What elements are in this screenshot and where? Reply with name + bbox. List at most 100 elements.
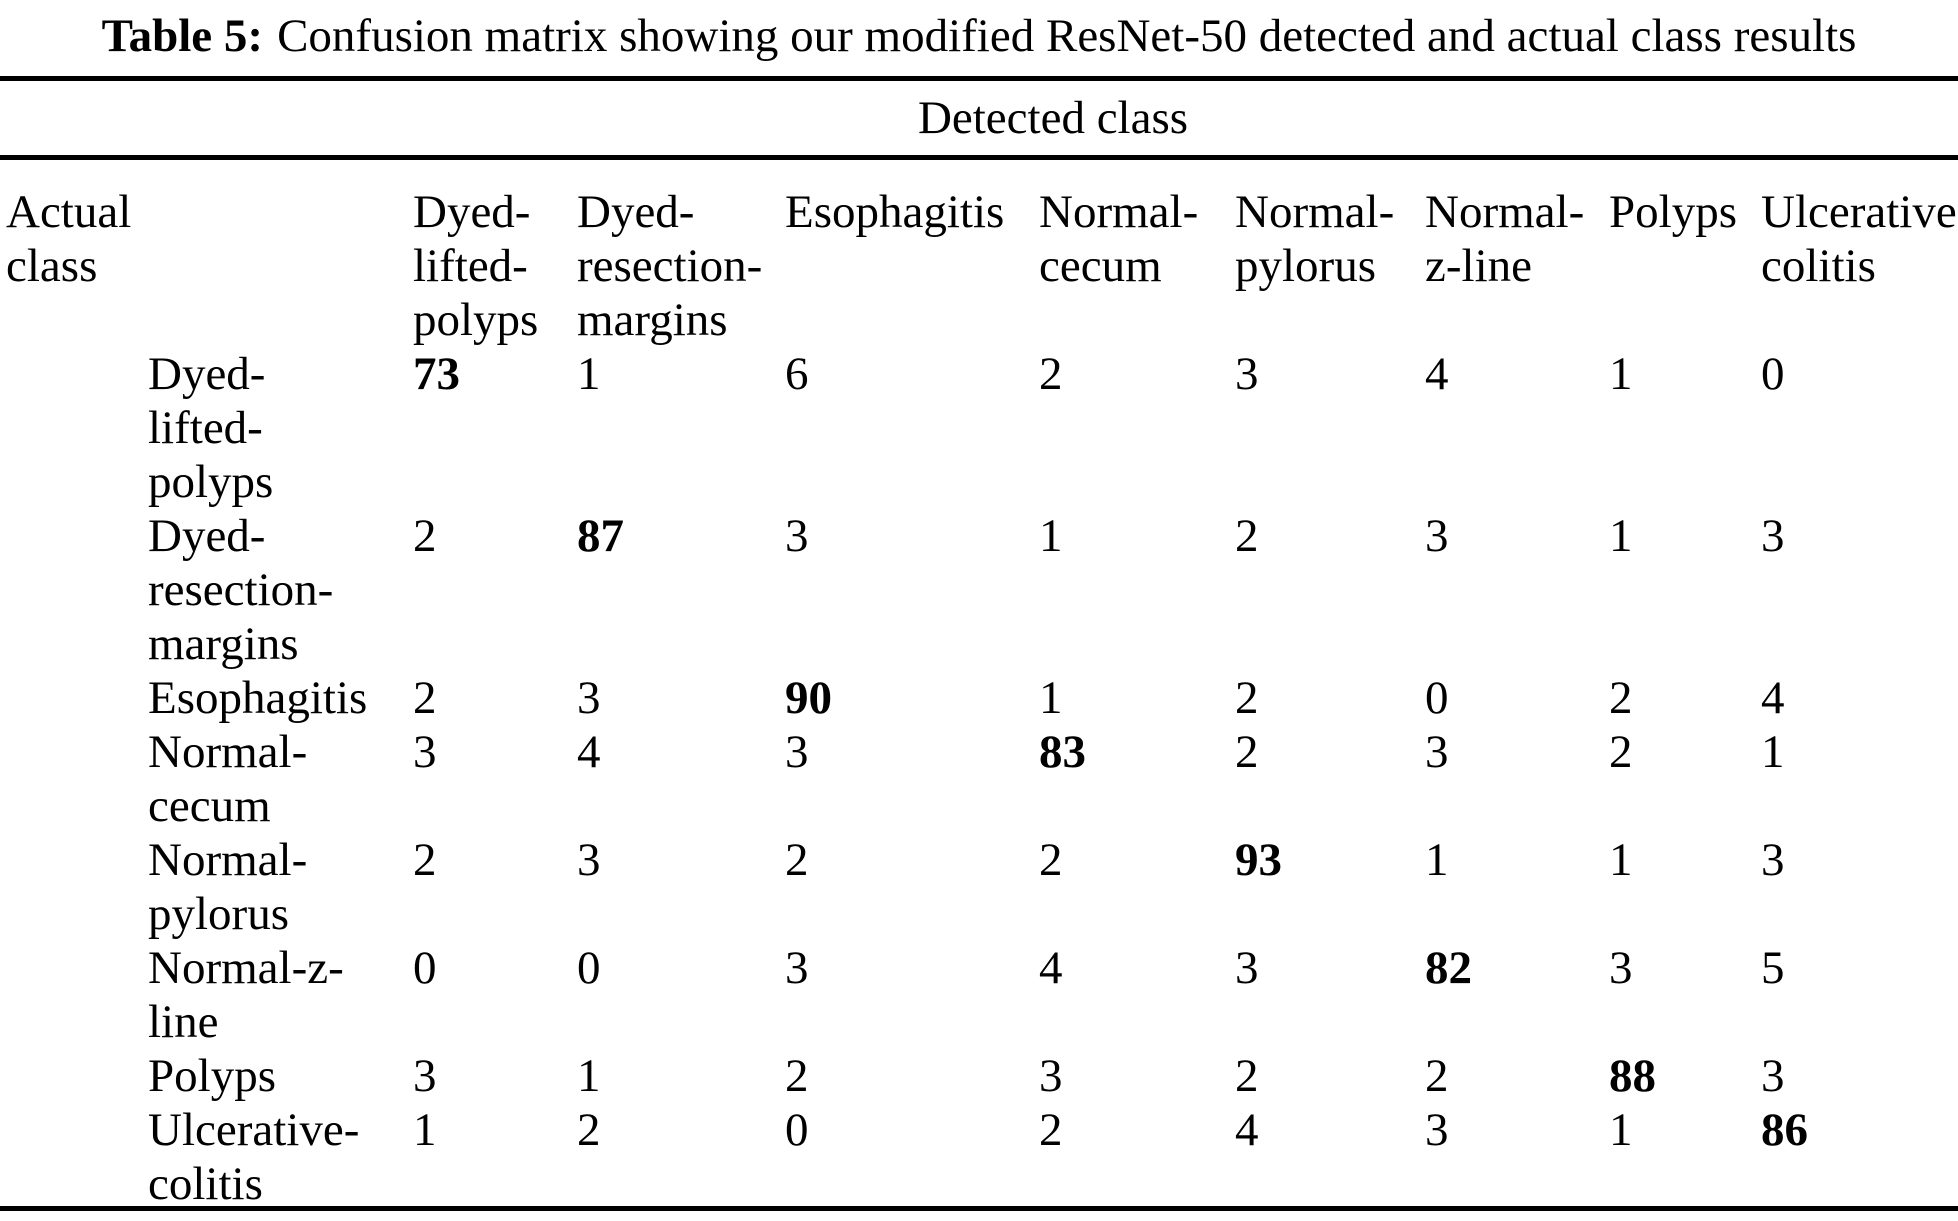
cell: 1	[413, 1104, 437, 1156]
cell: 90	[785, 672, 832, 724]
table-caption-number: Table 5:	[101, 10, 264, 62]
table-row-normal-pylorus: Normal- pylorus 2 3 2 2 93 1 1 3	[0, 833, 1958, 941]
cell: 2	[413, 834, 437, 886]
stub-spacer	[0, 833, 148, 941]
cell: 3	[1425, 726, 1449, 778]
cell: 3	[1609, 942, 1633, 994]
cell: 2	[1235, 510, 1259, 562]
stub-spacer	[0, 509, 148, 671]
cell: 3	[1235, 348, 1259, 400]
cell: 4	[1425, 348, 1449, 400]
cell: 2	[1609, 726, 1633, 778]
cell: 1	[577, 348, 601, 400]
cell: 3	[1425, 1104, 1449, 1156]
row-label: Polyps	[148, 1050, 276, 1102]
header-rule	[0, 155, 1958, 160]
column-header-esophagitis: Esophagitis	[785, 186, 1005, 238]
row-label: Normal-z- line	[148, 942, 344, 1048]
cell: 2	[1039, 834, 1063, 886]
cell: 4	[577, 726, 601, 778]
cell: 2	[785, 834, 809, 886]
cell: 73	[413, 348, 460, 400]
cell: 2	[1235, 726, 1259, 778]
bottom-rule	[0, 1206, 1958, 1211]
cell: 1	[577, 1050, 601, 1102]
table-row-esophagitis: Esophagitis 2 3 90 1 2 0 2 4	[0, 671, 1958, 725]
column-header-normal-z-line: Normal- z-line	[1425, 186, 1585, 292]
cell: 3	[1235, 942, 1259, 994]
stub-spacer	[0, 347, 148, 509]
cell: 3	[785, 510, 809, 562]
cell: 83	[1039, 726, 1086, 778]
table-caption: Table 5: Confusion matrix showing our mod…	[0, 0, 1958, 76]
cell: 2	[1235, 1050, 1259, 1102]
cell: 3	[785, 726, 809, 778]
column-header-dyed-resection-margins: Dyed- resection- margins	[577, 186, 763, 346]
cell: 3	[1761, 1050, 1785, 1102]
cell: 2	[413, 510, 437, 562]
cell: 3	[1761, 834, 1785, 886]
cell: 3	[413, 726, 437, 778]
cell: 2	[1425, 1050, 1449, 1102]
top-rule	[0, 76, 1958, 81]
cell: 2	[1609, 672, 1633, 724]
cell: 87	[577, 510, 624, 562]
cell: 3	[577, 672, 601, 724]
table-caption-text: Confusion matrix showing our modified Re…	[277, 10, 1857, 62]
cell: 1	[1039, 672, 1063, 724]
stub-spacer	[0, 941, 148, 1049]
column-header-polyps: Polyps	[1609, 186, 1737, 238]
cell: 1	[1425, 834, 1449, 886]
cell: 3	[1761, 510, 1785, 562]
cell: 0	[785, 1104, 809, 1156]
table-row-ulcerative-colitis: Ulcerative- colitis 1 2 0 2 4 3 1 86	[0, 1103, 1958, 1211]
stub-spacer	[0, 1103, 148, 1211]
cell: 2	[1235, 672, 1259, 724]
stub-spacer	[0, 725, 148, 833]
confusion-matrix-table: Actual class Dyed- lifted- polyps Dyed- …	[0, 185, 1958, 1211]
cell: 4	[1761, 672, 1785, 724]
cell: 5	[1761, 942, 1785, 994]
column-header-dyed-lifted-polyps: Dyed- lifted- polyps	[413, 186, 539, 346]
cell: 1	[1039, 510, 1063, 562]
cell: 0	[577, 942, 601, 994]
table-row-polyps: Polyps 3 1 2 3 2 2 88 3	[0, 1049, 1958, 1103]
table-row-dyed-resection-margins: Dyed- resection- margins 2 87 3 1 2 3 1 …	[0, 509, 1958, 671]
cell: 0	[413, 942, 437, 994]
column-header-normal-cecum: Normal- cecum	[1039, 186, 1199, 292]
column-header-normal-pylorus: Normal- pylorus	[1235, 186, 1395, 292]
cell: 2	[413, 672, 437, 724]
cell: 1	[1609, 510, 1633, 562]
cell: 4	[1039, 942, 1063, 994]
cell: 4	[1235, 1104, 1259, 1156]
stub-spacer	[148, 185, 413, 347]
cell: 1	[1609, 834, 1633, 886]
cell: 1	[1761, 726, 1785, 778]
cell: 0	[1761, 348, 1785, 400]
cell: 2	[1039, 348, 1063, 400]
row-label: Dyed- lifted- polyps	[148, 348, 274, 508]
cell: 1	[1609, 1104, 1633, 1156]
cell: 3	[785, 942, 809, 994]
cell: 3	[1039, 1050, 1063, 1102]
table-row-dyed-lifted-polyps: Dyed- lifted- polyps 73 1 6 2 3 4 1 0	[0, 347, 1958, 509]
header-row: Actual class Dyed- lifted- polyps Dyed- …	[0, 185, 1958, 347]
cell: 6	[785, 348, 809, 400]
row-label: Normal- cecum	[148, 726, 308, 832]
cell: 82	[1425, 942, 1472, 994]
cell: 2	[785, 1050, 809, 1102]
cell: 3	[577, 834, 601, 886]
cell: 86	[1761, 1104, 1808, 1156]
row-label: Normal- pylorus	[148, 834, 308, 940]
table-row-normal-z-line: Normal-z- line 0 0 3 4 3 82 3 5	[0, 941, 1958, 1049]
detected-class-spanner: Detected class	[917, 92, 1189, 144]
stub-spacer	[0, 1049, 148, 1103]
cell: 3	[1425, 510, 1449, 562]
column-header-ulcerative-colitis: Ulcerative- colitis	[1761, 186, 1958, 292]
row-label: Dyed- resection- margins	[148, 510, 334, 670]
stub-spacer	[0, 671, 148, 725]
cell: 2	[577, 1104, 601, 1156]
cell: 0	[1425, 672, 1449, 724]
row-label: Esophagitis	[148, 672, 368, 724]
